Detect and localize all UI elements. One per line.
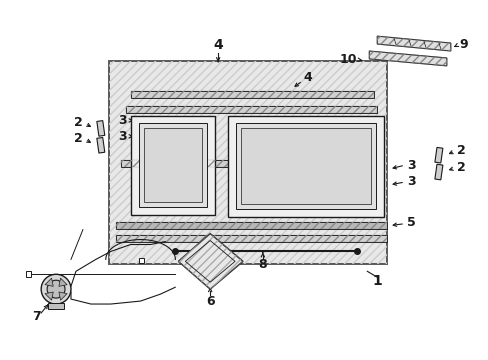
Polygon shape — [130, 91, 373, 98]
Polygon shape — [116, 222, 386, 229]
Polygon shape — [227, 116, 384, 217]
Text: 1: 1 — [371, 274, 381, 288]
Polygon shape — [121, 160, 384, 167]
Polygon shape — [116, 235, 386, 242]
Text: 2: 2 — [456, 144, 465, 157]
Bar — [138, 258, 143, 264]
Polygon shape — [108, 61, 386, 264]
Text: 6: 6 — [205, 294, 214, 307]
Polygon shape — [236, 123, 375, 209]
Text: 3: 3 — [406, 159, 415, 172]
Polygon shape — [97, 138, 104, 153]
Bar — [26, 271, 31, 277]
Text: 2: 2 — [74, 116, 83, 129]
Text: 7: 7 — [32, 310, 41, 323]
Circle shape — [47, 280, 65, 298]
Text: 3: 3 — [118, 130, 126, 143]
Polygon shape — [130, 116, 215, 215]
Polygon shape — [434, 147, 442, 163]
Text: 4: 4 — [213, 38, 223, 52]
Polygon shape — [178, 234, 243, 289]
Polygon shape — [376, 36, 450, 51]
Polygon shape — [143, 129, 202, 202]
Text: 2: 2 — [74, 132, 83, 145]
Polygon shape — [368, 51, 446, 66]
Text: 4: 4 — [303, 71, 311, 84]
Polygon shape — [59, 278, 67, 286]
Polygon shape — [97, 121, 104, 136]
Polygon shape — [125, 105, 376, 113]
Bar — [48, 303, 64, 309]
Text: 5: 5 — [406, 216, 415, 229]
Polygon shape — [45, 278, 53, 286]
Text: 10: 10 — [339, 53, 357, 67]
Text: 8: 8 — [258, 258, 266, 271]
Circle shape — [41, 274, 71, 304]
Text: 3: 3 — [118, 114, 126, 127]
Polygon shape — [434, 164, 442, 180]
Polygon shape — [241, 129, 370, 204]
Text: 3: 3 — [406, 175, 415, 189]
Polygon shape — [59, 292, 67, 300]
Text: 4: 4 — [174, 136, 183, 149]
Polygon shape — [138, 123, 207, 207]
Text: 9: 9 — [459, 37, 468, 50]
Polygon shape — [45, 292, 53, 300]
Text: 2: 2 — [456, 161, 465, 174]
